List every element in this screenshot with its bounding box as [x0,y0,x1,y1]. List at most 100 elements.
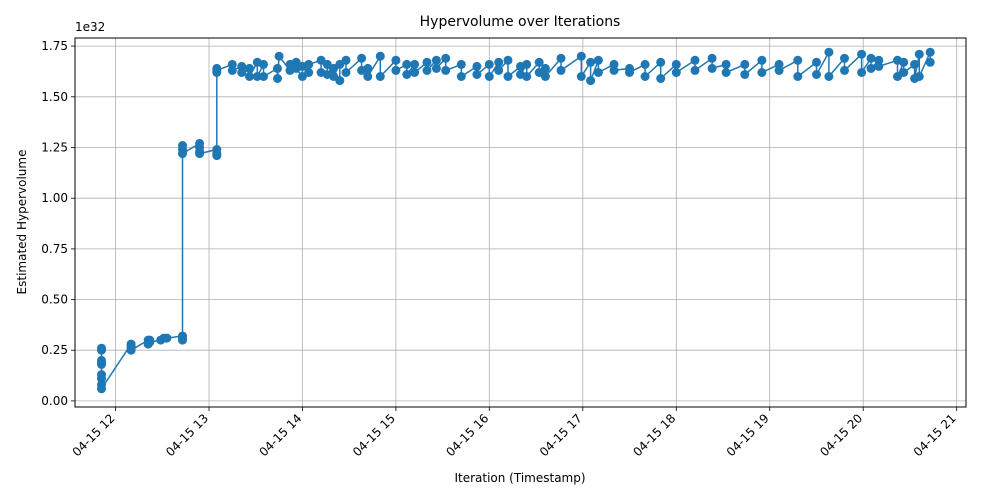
data-point-marker [914,72,924,81]
x-tick-label: 04-15 18 [630,411,678,459]
data-point-marker [391,55,401,65]
data-point-marker [391,65,401,75]
data-point-marker [375,51,385,61]
data-point-marker [793,72,803,81]
data-point-marker [273,74,282,83]
data-point-marker [721,59,731,69]
data-point-marker [304,68,314,77]
data-point-marker [914,49,924,59]
data-point-marker [195,149,205,159]
data-point-marker [252,72,262,81]
data-point-marker [556,65,566,75]
data-point-marker [721,68,731,77]
x-tick-label: 04-15 21 [911,411,959,459]
data-point-marker [757,55,767,65]
data-point-marker [212,65,222,75]
data-point-marker [441,53,451,63]
data-point-marker [494,57,504,67]
data-point-marker [431,63,441,73]
data-point-marker [840,53,849,63]
y-tick-label: 1.00 [41,191,68,205]
data-point-marker [410,59,420,69]
data-point-marker [690,65,700,75]
data-point-marker [274,51,284,61]
data-point-marker [824,72,834,81]
data-point-marker [576,51,586,61]
x-tick-label: 04-15 17 [537,411,585,459]
data-point-marker [540,63,550,73]
x-ticks: 04-15 12 04-15 13 04-15 14 04-15 15 04-15 16… [70,407,959,459]
data-point-marker [472,61,482,71]
data-point-marker [410,68,420,77]
data-point-marker [522,72,532,81]
data-point-marker [774,65,784,75]
data-point-marker [840,65,849,75]
data-point-marker [707,53,717,63]
data-point-marker [925,47,935,57]
data-point-marker [910,59,920,69]
data-point-marker [341,68,351,77]
data-point-marker [522,59,532,69]
x-tick-label: 04-15 20 [817,411,865,459]
data-point-marker [494,65,504,75]
x-tick-label: 04-15 12 [70,411,118,459]
data-point-marker [503,72,513,81]
data-point-marker [363,63,373,73]
x-tick-label: 04-15 16 [443,411,491,459]
data-point-marker [237,68,247,77]
y-axis-label: Estimated Hypervolume [15,150,29,295]
x-tick-label: 04-15 15 [350,411,398,459]
data-point-marker [556,53,566,63]
data-point-marker [259,59,268,69]
data-point-marker [126,345,136,355]
data-point-marker [178,149,187,159]
data-point-marker [640,72,650,81]
data-point-marker [97,384,106,394]
data-point-marker [363,72,373,81]
y-multiplier-label: 1e32 [75,20,105,34]
y-tick-label: 0.75 [41,242,68,256]
data-point-marker [212,151,222,161]
data-point-marker [97,359,106,369]
data-point-marker [145,337,155,347]
data-point-marker [441,65,451,75]
data-point-marker [671,59,681,69]
data-point-marker [375,72,385,81]
data-point-marker [899,68,909,77]
data-point-marker [609,65,619,75]
data-point-marker [740,70,750,79]
data-point-marker [402,70,412,79]
data-point-marker [422,57,432,67]
data-point-marker [503,55,513,65]
y-tick-label: 1.50 [41,90,68,104]
y-ticks: 0.00 0.25 0.50 0.75 1.00 1.25 1.50 1.75 [41,39,75,408]
y-tick-label: 0.25 [41,343,68,357]
data-point-marker [812,57,821,67]
data-point-marker [586,76,596,86]
data-point-marker [576,72,586,81]
data-point-marker [273,63,282,73]
data-point-marker [431,55,441,65]
data-point-marker [899,57,909,67]
data-point-marker [259,72,268,81]
data-point-marker [740,59,750,69]
y-tick-label: 0.00 [41,394,68,408]
plot-frame [74,37,967,408]
data-point-marker [656,74,666,83]
data-point-marker [357,53,367,63]
data-point-marker [97,345,106,355]
data-point-marker [625,68,634,77]
data-point-marker [484,72,494,81]
data-point-marker [593,68,603,77]
data-point-marker [304,59,314,69]
x-axis-label: Iteration (Timestamp) [454,471,585,485]
y-tick-label: 1.75 [41,39,68,53]
x-tick-label: 04-15 14 [256,411,304,459]
data-point-marker [757,68,767,77]
data-point-marker [402,59,412,69]
data-point-marker [162,333,172,343]
y-tick-label: 1.25 [41,141,68,155]
data-point-marker [586,57,596,67]
markers-group [97,47,935,394]
data-point-marker [656,57,666,67]
